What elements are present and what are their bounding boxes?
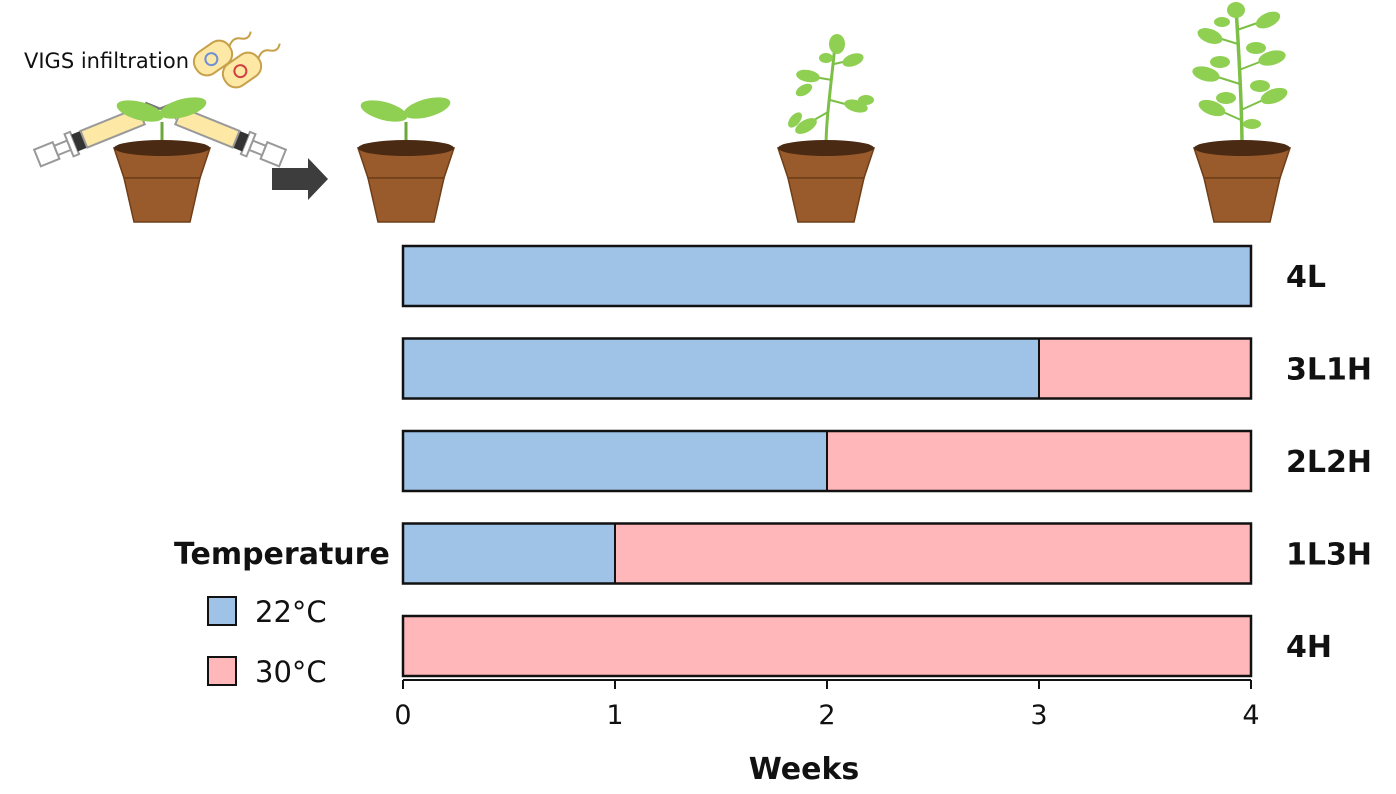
- condition-label-2l2h: 2L2H: [1286, 445, 1372, 480]
- bar-segment-30c: [1039, 338, 1251, 399]
- condition-label-4l: 4L: [1286, 260, 1326, 295]
- legend-title: Temperature: [174, 537, 390, 572]
- seedling-pot-icon: [112, 97, 212, 223]
- bar-segment-22c: [403, 246, 1251, 306]
- syringe-left-icon: [32, 101, 176, 168]
- legend-label-30c: 30°C: [255, 655, 327, 689]
- legend-swatch-30c: [207, 656, 237, 686]
- bar-segment-22c: [403, 338, 1039, 399]
- bar-segment-30c: [403, 616, 1251, 676]
- illustration: VIGS infiltration: [24, 2, 1292, 223]
- x-tick-label: 2: [818, 700, 835, 731]
- bar-4h: 4H: [401, 614, 1332, 678]
- x-axis: 0 1 2 3 4: [394, 679, 1260, 731]
- bar-4l: 4L: [401, 244, 1326, 308]
- x-tick-label: 4: [1242, 700, 1259, 731]
- syringe-right-icon: [144, 101, 288, 168]
- vigs-infiltration-label: VIGS infiltration: [24, 49, 189, 73]
- seedling-pot-icon: [356, 97, 456, 223]
- bar-outline: [401, 522, 1253, 585]
- bar-segment-22c: [403, 523, 615, 584]
- bar-outline: [401, 337, 1253, 400]
- bar-1l3h: 1L3H: [401, 522, 1372, 585]
- arrow-right-icon: [272, 158, 328, 200]
- bar-outline: [401, 614, 1253, 678]
- condition-label-3l1h: 3L1H: [1286, 353, 1372, 388]
- x-tick-label: 3: [1030, 700, 1047, 731]
- x-tick-label: 0: [394, 700, 411, 731]
- mature-plant-pot-icon: [1192, 2, 1292, 223]
- bar-segment-30c: [615, 523, 1251, 584]
- bar-outline: [401, 429, 1253, 493]
- legend-swatch-22c: [207, 596, 237, 626]
- condition-bars: 4L 3L1H 2L2H 1L3H 4H: [401, 244, 1372, 678]
- condition-label-1l3h: 1L3H: [1286, 538, 1372, 573]
- legend: Temperature 22°C 30°C: [174, 537, 390, 689]
- legend-label-22c: 22°C: [255, 595, 327, 629]
- young-plant-pot-icon: [776, 34, 876, 223]
- condition-label-4h: 4H: [1286, 630, 1332, 665]
- bar-segment-22c: [403, 431, 827, 491]
- bacteria-icon: [192, 31, 281, 89]
- bar-outline: [401, 244, 1253, 308]
- x-axis-title: Weeks: [749, 752, 860, 787]
- x-tick-label: 1: [606, 700, 623, 731]
- bar-3l1h: 3L1H: [401, 337, 1372, 400]
- bar-2l2h: 2L2H: [401, 429, 1372, 493]
- bar-segment-30c: [827, 431, 1251, 491]
